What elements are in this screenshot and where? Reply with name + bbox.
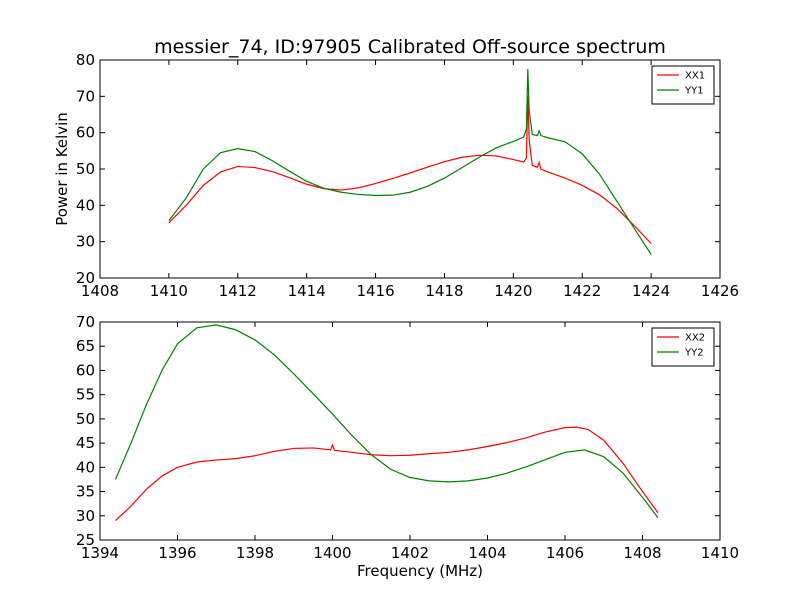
bottom-subplot: 1394 1396 1398 1400 1402 1404 1406 1408 1410 25 30… (76, 313, 739, 580)
y-tick-label: 40 (76, 458, 95, 476)
legend-label: XX2 (685, 333, 705, 344)
series-line-yy1 (168, 69, 652, 255)
y-tick-label: 60 (76, 361, 95, 379)
y-tick-label: 55 (76, 386, 95, 404)
x-tick-label: 1400 (313, 544, 351, 562)
x-tick-label: 1402 (391, 544, 429, 562)
top-subplot: 1408 1410 1412 1414 1416 1418 1420 1422 1424 1426… (53, 51, 739, 300)
x-tick-label: 1396 (158, 544, 196, 562)
x-tick-label: 1420 (494, 282, 532, 300)
y-tick-label: 45 (76, 434, 95, 452)
y-tick-label: 65 (76, 337, 95, 355)
x-tick-label: 1416 (356, 282, 394, 300)
x-tick-label: 1406 (546, 544, 584, 562)
y-axis-label: Power in Kelvin (53, 112, 71, 226)
x-tick-label: 1408 (623, 544, 661, 562)
x-tick-label: 1404 (468, 544, 506, 562)
axes-frame (99, 59, 721, 279)
x-tick-label: 1424 (632, 282, 670, 300)
x-tick-label: 1410 (701, 544, 739, 562)
x-tick-label: 1422 (563, 282, 601, 300)
series-line-yy2 (114, 324, 659, 519)
y-tick-label: 60 (76, 124, 95, 142)
x-tick-label: 1410 (150, 282, 188, 300)
x-tick-label: 1398 (236, 544, 274, 562)
y-tick-label: 80 (76, 51, 95, 69)
series-line-xx2 (115, 426, 659, 522)
y-tick-label: 25 (76, 531, 95, 549)
legend-label: YY1 (684, 86, 704, 97)
x-tick-label: 1418 (425, 282, 463, 300)
y-tick-label: 30 (76, 233, 95, 251)
legend-label: YY2 (684, 348, 704, 359)
x-tick-label: 1412 (219, 282, 257, 300)
y-tick-label: 70 (76, 313, 95, 331)
x-tick-label: 1426 (701, 282, 739, 300)
y-tick-label: 30 (76, 507, 95, 525)
x-tick-label: 1408 (81, 282, 119, 300)
chart-title: messier_74, ID:97905 Calibrated Off-sour… (154, 36, 666, 58)
x-axis-label: Frequency (MHz) (357, 562, 483, 580)
legend-box (651, 65, 715, 105)
y-tick-label: 20 (76, 269, 95, 287)
legend-label: XX1 (685, 71, 705, 82)
legend-box (651, 327, 715, 367)
x-tick-label: 1394 (81, 544, 119, 562)
x-tick-label: 1414 (288, 282, 326, 300)
y-tick-label: 40 (76, 196, 95, 214)
y-tick-label: 50 (76, 410, 95, 428)
y-tick-label: 70 (76, 87, 95, 105)
y-tick-label: 50 (76, 160, 95, 178)
axes-frame (99, 321, 721, 541)
series-line-xx1 (168, 96, 652, 244)
y-tick-label: 35 (76, 483, 95, 501)
